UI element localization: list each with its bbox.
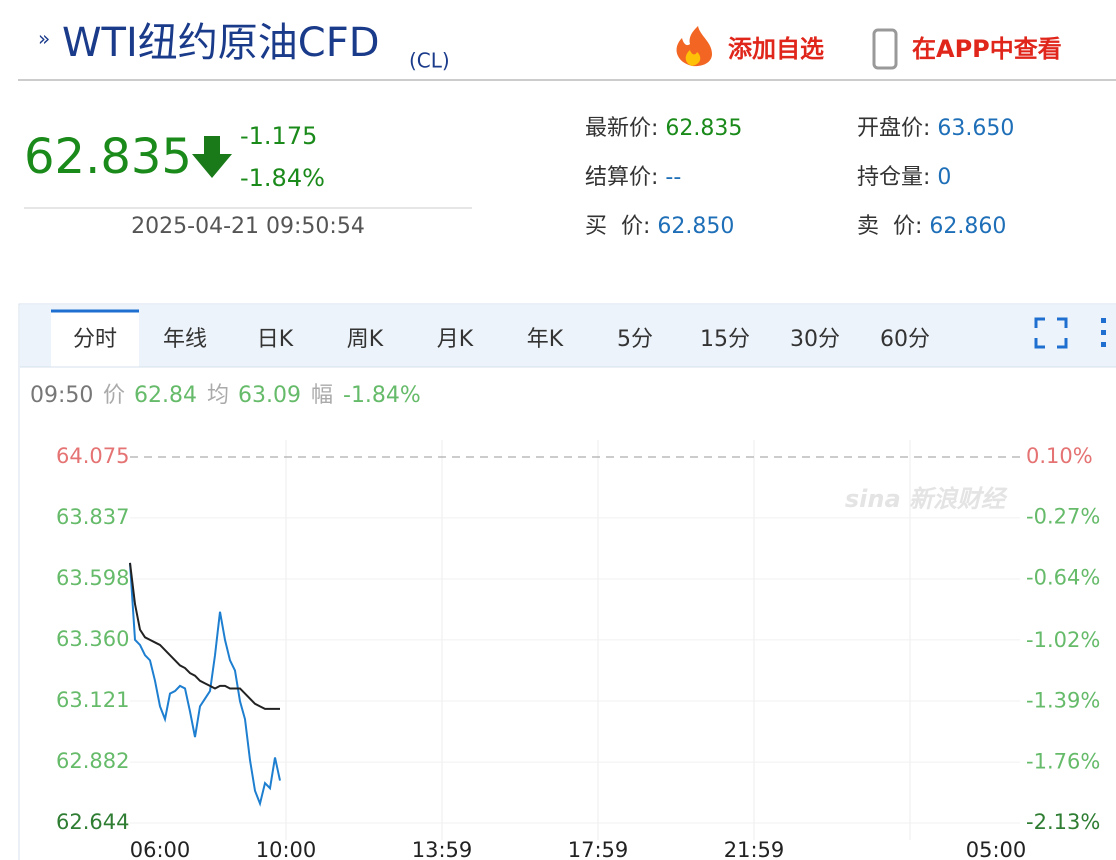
x-tick-label: 17:59 (568, 838, 629, 860)
field-label: 卖 价: (857, 214, 922, 239)
info-price-label: 价 (103, 383, 125, 408)
tab-bar (20, 305, 1116, 367)
field-label: 结算价: (585, 165, 658, 190)
fire-icon (676, 26, 712, 67)
field-value: 62.850 (650, 214, 734, 239)
y2-tick-label: -2.13% (1026, 810, 1100, 834)
y2-tick-label: -1.76% (1026, 749, 1100, 773)
y2-tick-label: 0.10% (1026, 444, 1093, 468)
change: -1.175 (240, 122, 317, 150)
field-label: 买 价: (585, 214, 650, 239)
quote-time: 2025-04-21 09:50:54 (131, 214, 365, 239)
x-tick-label: 10:00 (256, 838, 317, 860)
price: 62.835 (24, 129, 192, 185)
tab[interactable]: 5分 (617, 327, 653, 352)
tab[interactable]: 月K (437, 327, 474, 352)
y2-tick-label: -0.64% (1026, 565, 1100, 589)
watermark: sina 新浪财经 (845, 485, 1008, 513)
y-tick-label: 63.121 (56, 688, 129, 712)
info-range: -1.84% (343, 383, 421, 408)
active-tab (51, 310, 139, 368)
field: 买 价: 62.850 (585, 214, 734, 239)
tab[interactable]: 30分 (790, 327, 840, 352)
field: 开盘价: 63.650 (857, 116, 1014, 141)
y-tick-label: 63.598 (56, 566, 129, 590)
info-time: 09:50 (30, 383, 93, 408)
add-watchlist[interactable]: 添加自选 (728, 35, 824, 63)
y2-tick-label: -0.27% (1026, 505, 1100, 529)
info-price: 62.84 (134, 383, 197, 408)
field-value: 62.860 (922, 214, 1006, 239)
change-pct: -1.84% (240, 164, 325, 192)
y-tick-label: 62.644 (56, 810, 129, 834)
x-tick-label: 21:59 (724, 838, 785, 860)
tab[interactable]: 年线 (163, 327, 207, 352)
tab[interactable]: 15分 (700, 327, 750, 352)
info-range-label: 幅 (311, 383, 333, 408)
down-arrow (192, 136, 232, 178)
field: 持仓量: 0 (857, 165, 951, 190)
field-value: 0 (930, 165, 951, 190)
price-line (129, 562, 281, 807)
chevron-icon: » (38, 27, 50, 51)
phone-icon (872, 28, 898, 70)
tab[interactable]: 60分 (880, 327, 930, 352)
code: (CL) (409, 49, 450, 73)
chart-panel (18, 303, 1116, 860)
tab[interactable]: 分时 (73, 327, 117, 352)
field-value: -- (658, 165, 681, 190)
y-tick-label: 62.882 (56, 749, 129, 773)
x-tick-label: 05:00 (966, 838, 1027, 860)
field-value: 63.650 (930, 116, 1014, 141)
tab[interactable]: 日K (257, 327, 294, 352)
price-line (129, 562, 280, 710)
info-avg-label: 均 (207, 383, 229, 408)
fullscreen-icon[interactable] (1034, 317, 1068, 349)
y-tick-label: 63.360 (56, 627, 129, 651)
info-avg: 63.09 (238, 383, 301, 408)
field-label: 最新价: (585, 116, 658, 141)
tab[interactable]: 年K (527, 327, 564, 352)
field: 卖 价: 62.860 (857, 214, 1006, 239)
x-tick-label: 06:00 (130, 838, 191, 860)
y-tick-label: 63.837 (56, 505, 129, 529)
y2-tick-label: -1.02% (1026, 628, 1100, 652)
y-tick-label: 64.075 (56, 444, 129, 468)
x-tick-label: 13:59 (412, 838, 473, 860)
tab[interactable]: 周K (347, 327, 384, 352)
menu-icon[interactable] (1101, 318, 1106, 347)
field-value: 62.835 (658, 116, 742, 141)
field: 结算价: -- (585, 165, 681, 190)
open-in-app[interactable]: 在APP中查看 (912, 35, 1062, 63)
field: 最新价: 62.835 (585, 116, 742, 141)
field-label: 开盘价: (857, 116, 930, 141)
title: WTI纽约原油CFD (62, 20, 380, 66)
field-label: 持仓量: (857, 165, 930, 190)
y2-tick-label: -1.39% (1026, 689, 1100, 713)
